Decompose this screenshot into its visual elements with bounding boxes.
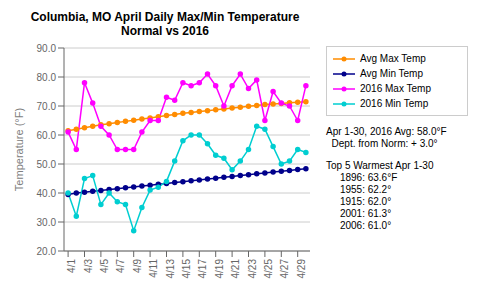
svg-text:4/29: 4/29 — [296, 259, 307, 279]
html-text:Avg Min Temp: Avg Min Temp — [360, 68, 423, 79]
svg-text:60.0: 60.0 — [37, 130, 57, 141]
svg-text:70.0: 70.0 — [37, 101, 57, 112]
svg-text:4/1: 4/1 — [66, 259, 77, 273]
html-text:2016 Max Temp: 2016 Max Temp — [360, 83, 431, 94]
html-text:2016 Min Temp: 2016 Min Temp — [360, 98, 429, 109]
svg-text:4/13: 4/13 — [165, 259, 176, 279]
svg-text:4/23: 4/23 — [247, 259, 258, 279]
html-text:Top 5 Warmest Apr 1-30 1896: 6: Top 5 Warmest Apr 1-30 1896: 63.6°F 1955… — [326, 160, 434, 231]
svg-text:4/17: 4/17 — [197, 259, 208, 279]
svg-text:30.0: 30.0 — [37, 217, 57, 228]
svg-text:4/27: 4/27 — [279, 259, 290, 279]
html-text:Avg Max Temp: Avg Max Temp — [360, 53, 426, 64]
svg-text:4/19: 4/19 — [214, 259, 225, 279]
svg-text:4/25: 4/25 — [263, 259, 274, 279]
svg-text:40.0: 40.0 — [37, 188, 57, 199]
html-text:Apr 1-30, 2016 Avg: 58.0°F Dep: Apr 1-30, 2016 Avg: 58.0°F Dept. from No… — [326, 126, 447, 149]
svg-text:90.0: 90.0 — [37, 43, 57, 54]
svg-text:4/15: 4/15 — [181, 259, 192, 279]
svg-text:4/3: 4/3 — [83, 259, 94, 273]
svg-text:4/9: 4/9 — [132, 259, 143, 273]
svg-text:4/7: 4/7 — [115, 259, 126, 273]
html-text:Columbia, MO April Daily Max/M: Columbia, MO April Daily Max/Min Tempera… — [30, 10, 300, 38]
svg-text:20.0: 20.0 — [37, 246, 57, 257]
svg-text:80.0: 80.0 — [37, 72, 57, 83]
svg-text:4/11: 4/11 — [148, 259, 159, 278]
svg-text:4/21: 4/21 — [230, 259, 241, 279]
svg-text:Temperature (°F): Temperature (°F) — [13, 108, 25, 191]
svg-text:50.0: 50.0 — [37, 159, 57, 170]
svg-text:4/5: 4/5 — [99, 259, 110, 273]
